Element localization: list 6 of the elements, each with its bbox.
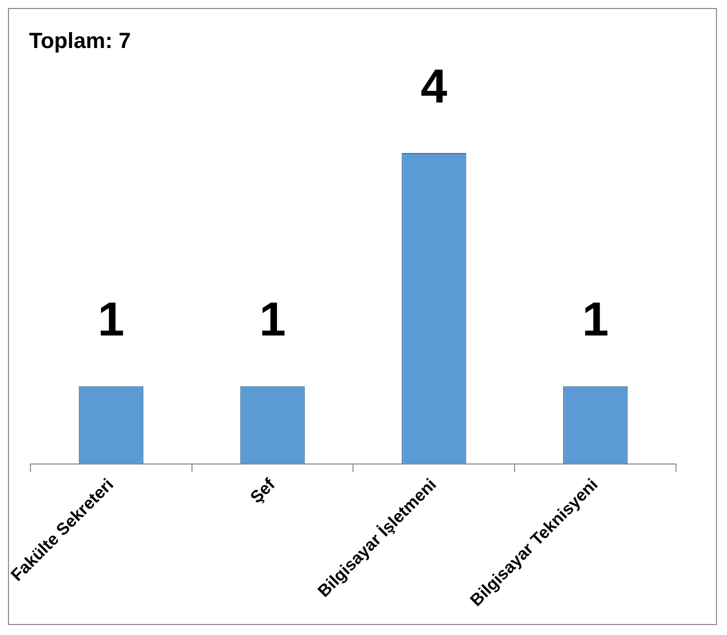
data-label: 1 bbox=[259, 294, 286, 347]
data-label: 1 bbox=[582, 294, 609, 347]
chart-title: Toplam: 7 bbox=[28, 28, 131, 54]
x-tick-label: Şef bbox=[246, 474, 279, 507]
data-label: 4 bbox=[420, 60, 448, 114]
data-label: 1 bbox=[98, 294, 124, 347]
